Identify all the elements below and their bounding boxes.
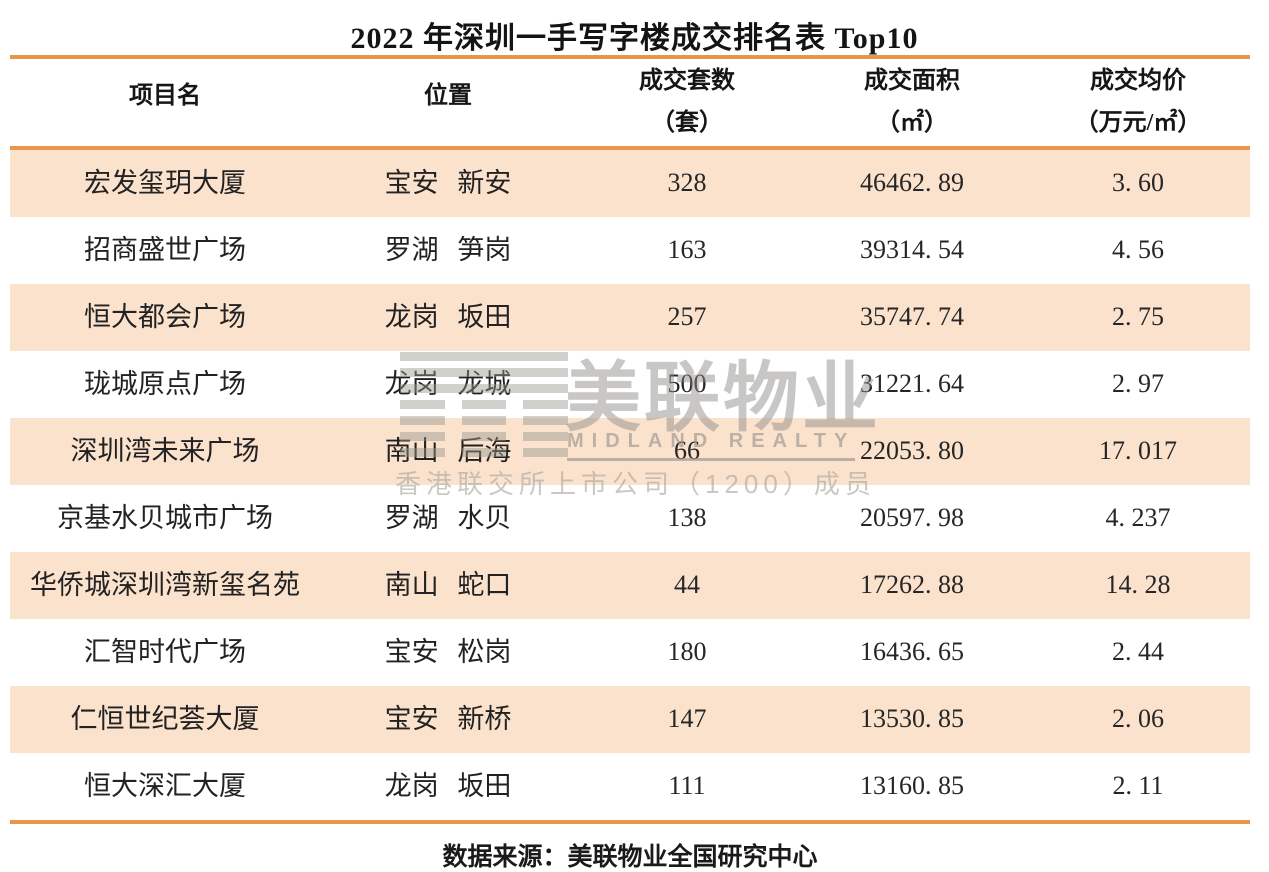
table-row: 宏发玺玥大厦 宝安 新安 328 46462. 89 3. 60 [10,150,1250,217]
header-rule [10,146,1250,150]
cell-price: 2. 06 [1112,704,1164,734]
cell-project: 恒大都会广场 [84,301,246,332]
cell-project: 仁恒世纪荟大厦 [70,703,260,734]
cell-units: 257 [667,302,707,332]
header-sublabel: （㎡） [876,110,948,136]
cell-area: 20597. 98 [860,503,964,533]
cell-units: 180 [667,637,707,667]
cell-price: 2. 44 [1112,637,1164,667]
header-label: 位置 [424,82,472,109]
header-row: 项目名 位置 成交套数 （套） 成交面积 （㎡） 成交均价 （万元/㎡） [10,59,1250,146]
header-cell-project: 项目名 [10,59,320,146]
cell-project: 深圳湾未来广场 [70,435,260,466]
cell-area: 17262. 88 [860,570,964,600]
cell-project: 珑城原点广场 [84,368,246,399]
cell-price: 17. 017 [1099,436,1177,466]
cell-units: 147 [667,704,707,734]
cell-area: 16436. 65 [860,637,964,667]
cell-area: 13530. 85 [860,704,964,734]
cell-units: 500 [667,369,707,399]
cell-location: 龙岗 坂田 [384,770,512,801]
cell-area: 46462. 89 [860,168,964,198]
cell-project: 宏发玺玥大厦 [84,167,246,198]
data-source: 数据来源：美联物业全国研究中心 [442,844,818,871]
cell-location: 罗湖 水贝 [384,502,512,533]
cell-units: 138 [667,503,707,533]
table-row: 仁恒世纪荟大厦 宝安 新桥 147 13530. 85 2. 06 [10,686,1250,753]
cell-units: 44 [674,570,700,600]
header-sublabel: （万元/㎡） [1074,110,1202,136]
cell-area: 35747. 74 [860,302,964,332]
cell-units: 328 [667,168,707,198]
table-row: 汇智时代广场 宝安 松岗 180 16436. 65 2. 44 [10,619,1250,686]
table-row: 恒大深汇大厦 龙岗 坂田 111 13160. 85 2. 11 [10,753,1250,820]
data-table: 项目名 位置 成交套数 （套） 成交面积 （㎡） 成交均价 （万元/㎡） 宏发玺 [10,55,1250,872]
cell-price: 4. 237 [1105,503,1171,533]
cell-location: 宝安 新桥 [384,703,512,734]
bottom-rule [10,820,1250,824]
cell-location: 宝安 松岗 [384,636,512,667]
cell-price: 3. 60 [1112,168,1164,198]
table-row: 深圳湾未来广场 南山 后海 66 22053. 80 17. 017 [10,418,1250,485]
cell-location: 龙岗 龙城 [384,368,512,399]
page-title: 2022 年深圳一手写字楼成交排名表 Top10 [350,22,919,55]
cell-location: 龙岗 坂田 [384,301,512,332]
header-cell-units: 成交套数 （套） [576,59,798,146]
cell-location: 南山 蛇口 [384,569,512,600]
header-label: 成交均价 [1090,68,1186,95]
cell-location: 宝安 新安 [384,167,512,198]
header-cell-location: 位置 [320,59,576,146]
table-row: 华侨城深圳湾新玺名苑 南山 蛇口 44 17262. 88 14. 28 [10,552,1250,619]
cell-area: 13160. 85 [860,771,964,801]
cell-project: 汇智时代广场 [84,636,246,667]
cell-project: 京基水贝城市广场 [57,502,273,533]
cell-units: 163 [667,235,707,265]
header-label: 成交套数 [639,68,735,95]
header-cell-area: 成交面积 （㎡） [798,59,1026,146]
table-row: 珑城原点广场 龙岗 龙城 500 31221. 64 2. 97 [10,351,1250,418]
header-label: 成交面积 [864,68,960,95]
top-rule [10,55,1250,59]
header-cell-price: 成交均价 （万元/㎡） [1026,59,1250,146]
cell-area: 22053. 80 [860,436,964,466]
cell-area: 31221. 64 [860,369,964,399]
cell-area: 39314. 54 [860,235,964,265]
cell-project: 招商盛世广场 [84,234,246,265]
cell-units: 111 [668,771,706,801]
cell-price: 2. 97 [1112,369,1164,399]
cell-units: 66 [674,436,700,466]
table-row: 京基水贝城市广场 罗湖 水贝 138 20597. 98 4. 237 [10,485,1250,552]
cell-location: 罗湖 笋岗 [384,234,512,265]
cell-price: 2. 11 [1112,771,1164,801]
header-label: 项目名 [129,82,201,109]
table-row: 招商盛世广场 罗湖 笋岗 163 39314. 54 4. 56 [10,217,1250,284]
cell-location: 南山 后海 [384,435,512,466]
cell-price: 4. 56 [1112,235,1164,265]
cell-project: 恒大深汇大厦 [84,770,246,801]
header-sublabel: （套） [651,110,723,136]
cell-price: 14. 28 [1105,570,1171,600]
cell-price: 2. 75 [1112,302,1164,332]
table-row: 恒大都会广场 龙岗 坂田 257 35747. 74 2. 75 [10,284,1250,351]
cell-project: 华侨城深圳湾新玺名苑 [30,569,300,600]
